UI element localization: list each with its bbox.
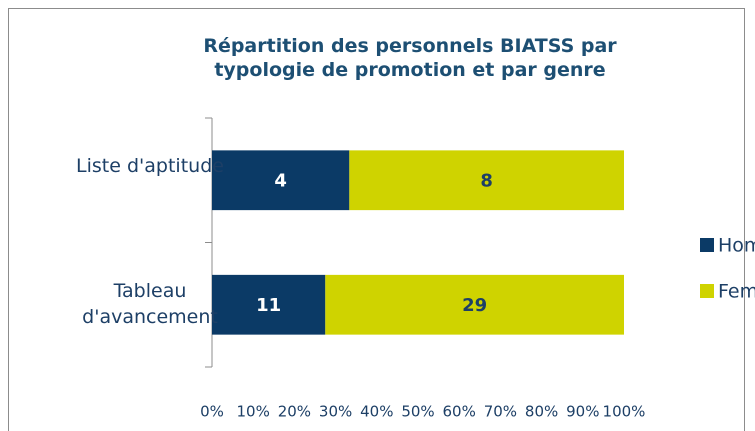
x-tick-label: 30% [319,403,352,421]
category-label: Tableau d'avancement [82,279,218,328]
bar-segment [349,150,624,211]
category-label: Liste d'aptitude [76,155,224,178]
bar-segment [325,274,624,335]
legend-label: Homme [718,235,755,257]
data-label: 29 [462,295,487,316]
legend-swatch [700,284,714,298]
data-label: 11 [256,295,281,316]
data-label: 4 [274,170,287,191]
legend-swatch [700,238,714,252]
x-tick-label: 40% [360,403,393,421]
chart-frame [8,8,745,431]
bar-segment [212,150,350,211]
x-tick-label: 70% [484,403,517,421]
x-tick-label: 20% [278,403,311,421]
x-tick-label: 80% [525,403,558,421]
chart-title: Répartition des personnels BIATSS par ty… [203,35,617,81]
x-tick-label: 50% [401,403,434,421]
x-tick-label: 90% [566,403,599,421]
x-tick-label: 0% [200,403,224,421]
x-tick-label: 100% [603,403,646,421]
x-tick-label: 60% [443,403,476,421]
bar-segment [212,274,326,335]
data-label: 8 [480,170,493,191]
legend-label: Femme [718,281,755,303]
x-tick-label: 10% [237,403,270,421]
